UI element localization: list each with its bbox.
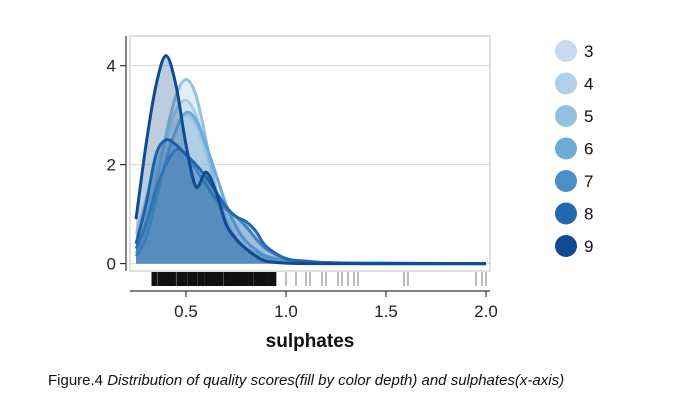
- plot-background: [129, 35, 491, 272]
- legend-label: 9: [584, 237, 593, 256]
- x-tick-label: 1.0: [274, 302, 298, 321]
- legend-swatch-8: [555, 202, 577, 225]
- legend-swatch-5: [555, 105, 577, 127]
- legend-swatch-4: [555, 72, 577, 95]
- legend-swatch-7: [555, 170, 577, 192]
- figure-label: Figure.4: [48, 372, 108, 389]
- x-tick-label: 0.5: [174, 302, 198, 321]
- y-tick-label: 0: [107, 255, 116, 274]
- density-area-6: [136, 112, 486, 264]
- legend: 3 4 5 6 7 8 9: [555, 40, 593, 257]
- x-axis: 0.5 1.0 1.5 2.0 sulphates: [130, 290, 498, 352]
- density-area-3: [136, 115, 486, 264]
- density-chart: 0 2 4 0.5 1.0 1.5 2.0 sulphates 3 4 5 6 7 8 9: [107, 35, 593, 352]
- caption-text: Distribution of quality scores(fill by c…: [107, 372, 565, 389]
- plot-area: [129, 35, 491, 286]
- x-axis-title: sulphates: [266, 331, 355, 352]
- y-tick-label: 2: [107, 156, 116, 175]
- rug-plot: [151, 272, 487, 286]
- density-area-8: [136, 139, 486, 264]
- legend-label: 6: [584, 140, 593, 159]
- legend-swatch-6: [555, 137, 577, 160]
- x-ticks: 0.5 1.0 1.5 2.0: [174, 291, 498, 321]
- y-ticks: 0 2 4: [107, 57, 126, 274]
- x-tick-label: 2.0: [474, 302, 498, 321]
- density-area-4: [136, 100, 486, 264]
- density-area-9: [136, 55, 486, 264]
- series-layer: [134, 54, 487, 266]
- legend-swatch-3: [555, 40, 577, 62]
- legend-label: 4: [584, 75, 593, 94]
- legend-label: 3: [584, 42, 593, 61]
- y-tick-label: 4: [107, 57, 116, 76]
- legend-label: 7: [584, 172, 593, 191]
- y-axis: 0 2 4: [107, 36, 127, 274]
- density-line-8: [134, 138, 487, 266]
- legend-label: 5: [584, 107, 593, 126]
- density-line-9: [134, 54, 487, 266]
- legend-label: 8: [584, 205, 593, 224]
- density-area-7: [136, 149, 486, 264]
- legend-swatch-9: [555, 235, 577, 257]
- x-tick-label: 1.5: [374, 302, 398, 321]
- figure-caption: Figure.4 Distribution of quality scores(…: [48, 372, 688, 389]
